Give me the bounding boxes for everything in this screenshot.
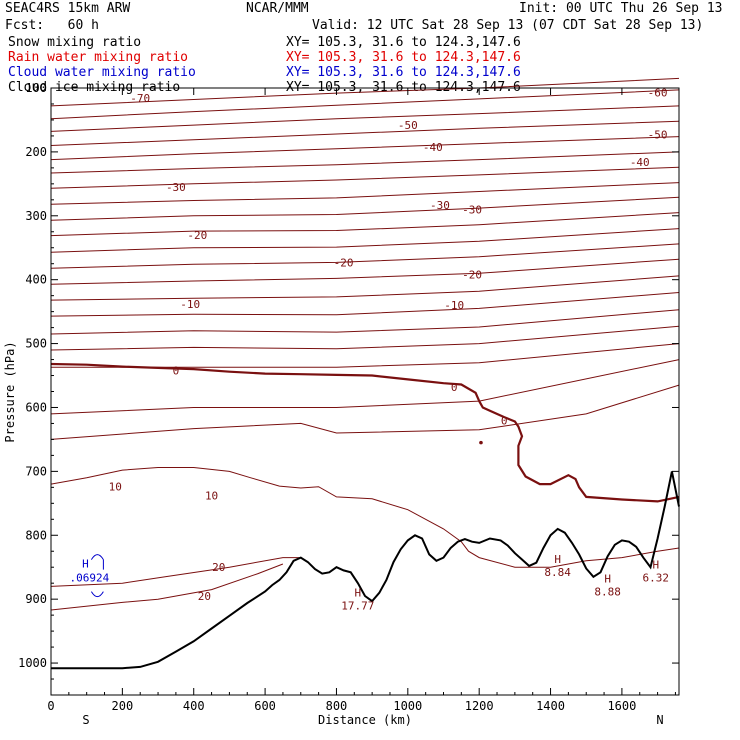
isotherm-line [50, 292, 680, 317]
snow-high-symbol: H [554, 553, 561, 566]
x-tick-label: 1600 [607, 699, 636, 713]
field-name-cloud-water: Cloud water mixing ratio [8, 65, 196, 80]
isotherm-label: -50 [398, 119, 418, 132]
isotherm-label: -70 [130, 92, 150, 105]
field-xy-rain: XY= 105.3, 31.6 to 124.3,147.6 [286, 50, 521, 65]
contour-label-layer: -70 -60 -50 -50 -40 -40 -30 -30 -30 -20 -20 -20 -10 -… [70, 86, 670, 612]
cloud-water-high-symbol: H [82, 558, 89, 571]
x-tick-label: 1200 [465, 699, 494, 713]
snow-high-symbol: H [652, 558, 659, 571]
field-name-snow: Snow mixing ratio [8, 35, 142, 50]
terrain-line [51, 471, 680, 670]
isotherm-label: -20 [334, 256, 354, 269]
isotherm-line [50, 182, 680, 205]
isotherm-line [50, 151, 680, 174]
isotherm-line [50, 136, 680, 161]
x-tick-label: 400 [183, 699, 205, 713]
snow-high-symbol: H [604, 572, 611, 585]
isotherm-label: -30 [166, 181, 186, 194]
isotherm-line [50, 467, 680, 568]
isotherm-line [50, 384, 680, 440]
y-axis-label: Pressure (hPa) [3, 341, 17, 442]
x-tick-label: 0 [47, 699, 54, 713]
zero-isotherm-label: 0 [501, 414, 508, 427]
x-axis-label: Distance (km) [318, 713, 412, 727]
x-tick-label: 200 [112, 699, 134, 713]
zero-isotherm-label: 0 [173, 364, 180, 377]
y-tick-label: 200 [25, 145, 47, 159]
isotherm-line [50, 243, 680, 269]
y-tick-label-top: 100 [25, 81, 47, 95]
isotherm-label: -10 [444, 299, 464, 312]
y-tick-label: 1000 [18, 656, 47, 670]
isotherm-line [50, 228, 680, 253]
isotherm-label: -30 [430, 199, 450, 212]
y-tick-label: 900 [25, 592, 47, 606]
y-tick-label: 800 [25, 528, 47, 542]
snow-high-value: 8.88 [594, 585, 621, 598]
x-tick-label: 800 [326, 699, 348, 713]
y-tick-label: 300 [25, 209, 47, 223]
y-tick-label: 600 [25, 400, 47, 414]
isotherm-label: 20 [212, 561, 225, 574]
isotherm-line [50, 212, 680, 237]
south-label: S [82, 713, 89, 727]
init-time: Init: 00 UTC Thu 26 Sep 13 [519, 1, 723, 16]
isotherm-line [51, 343, 680, 368]
isotherm-line [50, 309, 680, 335]
snow-high-value: 17.77 [341, 599, 374, 612]
isotherm-label: -40 [423, 141, 443, 154]
isotherm-line [50, 196, 680, 221]
isotherm-label: 10 [109, 481, 122, 494]
isotherm-line [50, 166, 680, 189]
isotherm-line [50, 325, 680, 351]
isotherm-label: 10 [205, 490, 218, 503]
valid-time: Valid: 12 UTC Sat 28 Sep 13 (07 CDT Sat … [312, 18, 704, 33]
isotherm-line [50, 563, 284, 611]
isotherm-line [50, 89, 680, 120]
isotherm-label: -30 [462, 203, 482, 216]
isotherm-line [50, 105, 680, 132]
zero-isotherm-label: 0 [451, 381, 458, 394]
snow-high-symbol: H [355, 586, 362, 599]
isotherm-line [50, 120, 680, 146]
isotherm-line [50, 359, 680, 415]
isotherm-label: -20 [462, 269, 482, 282]
isotherm-label: -60 [648, 86, 668, 99]
field-xy-snow: XY= 105.3, 31.6 to 124.3,147.6 [286, 35, 521, 50]
zero-isotherm-dot [479, 440, 483, 445]
snow-high-value: 8.84 [544, 566, 571, 579]
x-tick-label: 1000 [393, 699, 422, 713]
zero-isotherm-line [50, 362, 680, 503]
isotherm-label: -40 [630, 156, 650, 169]
isotherm-label: -50 [648, 129, 668, 142]
isotherm-line [50, 258, 680, 285]
isotherm-layer [50, 77, 680, 611]
isotherm-line [50, 275, 680, 301]
y-tick-label: 500 [25, 337, 47, 351]
snow-high-value: 6.32 [643, 571, 670, 584]
isotherm-line [50, 557, 301, 587]
forecast-hour: Fcst: 60 h [5, 18, 99, 33]
field-xy-cloud-water: XY= 105.3, 31.6 to 124.3,147.6 [286, 65, 521, 80]
y-tick-label: 700 [25, 464, 47, 478]
axis-layer: 0 200 400 600 800 1000 1200 1400 160020030040050… [18, 81, 679, 713]
model-title: SEAC4RS 15km ARW [5, 1, 131, 16]
x-tick-label: 600 [254, 699, 276, 713]
north-label: N [656, 713, 663, 727]
cloud-water-contour [90, 554, 104, 598]
terrain-layer [51, 471, 680, 670]
x-tick-label: 1400 [536, 699, 565, 713]
source-label: NCAR/MMM [246, 1, 309, 16]
y-tick-label: 400 [25, 273, 47, 287]
isotherm-label: -10 [180, 298, 200, 311]
cloud-water-high-value: .06924 [70, 572, 110, 585]
isotherm-label: -20 [187, 229, 207, 242]
field-name-rain: Rain water mixing ratio [8, 50, 189, 65]
isotherm-label: 20 [198, 590, 211, 603]
